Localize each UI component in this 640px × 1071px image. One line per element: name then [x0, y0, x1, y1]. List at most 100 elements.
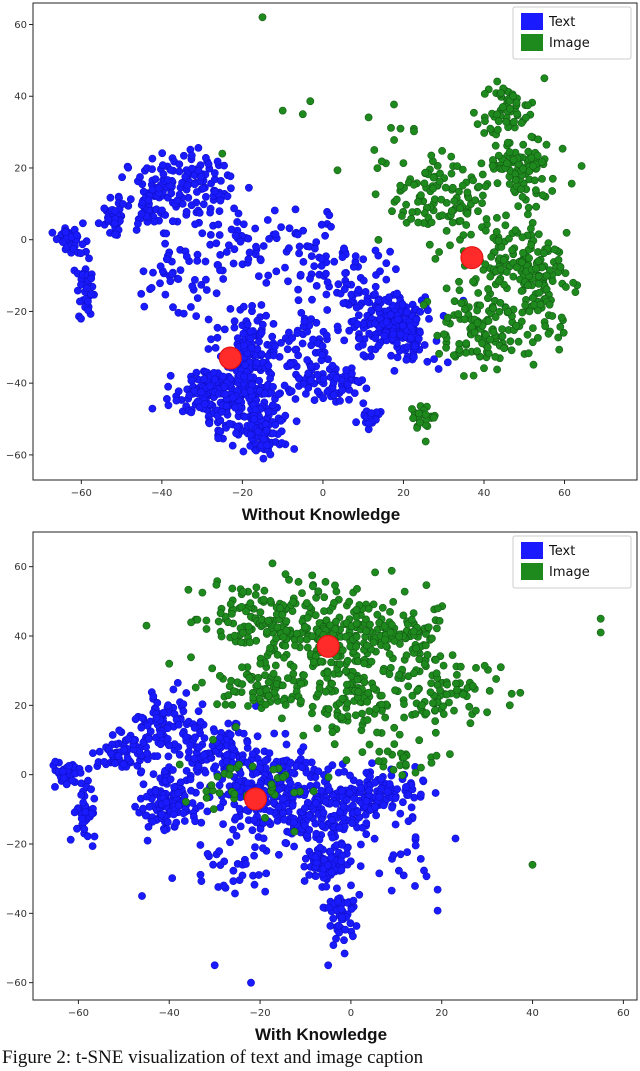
scatter-point-image [517, 185, 525, 194]
scatter-point-image [528, 338, 537, 347]
scatter-point-text [118, 173, 126, 182]
scatter-point-text [216, 176, 225, 185]
scatter-point-text [433, 906, 442, 915]
scatter-point-image [342, 687, 351, 696]
scatter-point-image [452, 686, 461, 694]
scatter-point-text [95, 747, 104, 756]
scatter-point-text [179, 809, 188, 818]
scatter-point-text [345, 395, 353, 404]
scatter-point-image [309, 658, 318, 666]
scatter-point-text [434, 365, 443, 373]
scatter-point-text [207, 335, 215, 344]
series-text [48, 143, 468, 463]
x-tick-label: 20 [435, 1008, 448, 1019]
scatter-point-image [367, 657, 376, 666]
scatter-point-image [491, 313, 500, 321]
scatter-point-text [232, 782, 241, 791]
scatter-point-text [321, 231, 329, 240]
scatter-point-image [230, 631, 239, 640]
scatter-point-image [407, 615, 416, 624]
scatter-point-text [375, 792, 384, 801]
scatter-point-text [197, 280, 206, 289]
scatter-point-image [238, 628, 247, 637]
scatter-point-text [120, 745, 129, 754]
scatter-point-image [505, 701, 514, 710]
scatter-point-image [542, 140, 551, 149]
scatter-point-image [298, 589, 306, 597]
scatter-point-image [427, 634, 436, 643]
scatter-point-text [87, 785, 95, 794]
scatter-point-text [139, 738, 148, 747]
scatter-point-text [94, 219, 103, 228]
scatter-point-text [196, 801, 205, 810]
scatter-point-image [209, 805, 218, 813]
scatter-point-image [308, 632, 317, 641]
scatter-point-text [70, 808, 79, 817]
scatter-point-image [427, 218, 436, 227]
scatter-point-image [251, 591, 260, 599]
scatter-point-text [327, 868, 336, 877]
scatter-point-text [89, 749, 97, 757]
scatter-point-image [529, 324, 537, 332]
scatter-point-text [204, 160, 213, 168]
scatter-point-text [199, 184, 208, 193]
scatter-point-text [423, 357, 432, 366]
scatter-point-text [241, 860, 250, 868]
scatter-point-text [169, 685, 178, 694]
scatter-point-image [486, 124, 495, 133]
scatter-point-image [416, 191, 425, 200]
scatter-point-image [478, 191, 487, 200]
scatter-point-text [338, 913, 346, 922]
scatter-point-image [237, 638, 245, 647]
scatter-point-text [338, 386, 347, 395]
scatter-point-image [366, 620, 374, 629]
scatter-point-text [354, 285, 363, 294]
scatter-point-text [239, 447, 248, 456]
scatter-point-text [299, 743, 308, 751]
scatter-point-image [493, 77, 502, 86]
scatter-point-image [288, 607, 297, 615]
scatter-point-text [297, 308, 306, 317]
scatter-point-text [372, 811, 380, 820]
scatter-point-image [352, 613, 361, 621]
scatter-point-text [362, 384, 371, 393]
scatter-point-text [226, 184, 235, 193]
scatter-point-image [390, 100, 398, 109]
scatter-point-text [244, 234, 253, 243]
scatter-point-text [76, 249, 85, 258]
scatter-point-image [450, 197, 459, 205]
scatter-point-image [238, 663, 246, 672]
scatter-point-image [281, 701, 290, 709]
scatter-point-image [448, 651, 457, 659]
scatter-point-image [524, 281, 532, 290]
scatter-point-text [310, 262, 319, 270]
scatter-point-text [283, 345, 292, 354]
y-tick-label: 60 [14, 20, 27, 31]
scatter-point-image [517, 317, 526, 326]
scatter-point-text [365, 329, 374, 338]
scatter-point-image [527, 240, 535, 249]
scatter-point-text [324, 861, 332, 870]
scatter-point-text [332, 800, 340, 808]
scatter-point-text [268, 401, 277, 410]
scatter-point-text [309, 335, 317, 344]
scatter-point-image [469, 176, 477, 185]
scatter-point-text [246, 334, 255, 343]
scatter-point-image [369, 638, 378, 647]
scatter-point-text [162, 798, 171, 807]
scatter-point-image [364, 688, 373, 697]
centroid-marker-text [244, 787, 268, 811]
scatter-point-text [366, 772, 374, 781]
y-tick-label: 20 [14, 701, 27, 712]
legend-label-text: Text [548, 544, 575, 559]
scatter-point-image [483, 343, 492, 352]
scatter-point-text [305, 826, 314, 834]
scatter-point-text [333, 322, 342, 331]
scatter-point-image [472, 664, 480, 672]
scatter-point-text [196, 841, 205, 849]
scatter-point-image [253, 681, 262, 689]
scatter-point-image [435, 349, 443, 358]
scatter-point-image [273, 623, 282, 632]
scatter-point-text [168, 217, 177, 226]
scatter-point-image [410, 127, 418, 136]
